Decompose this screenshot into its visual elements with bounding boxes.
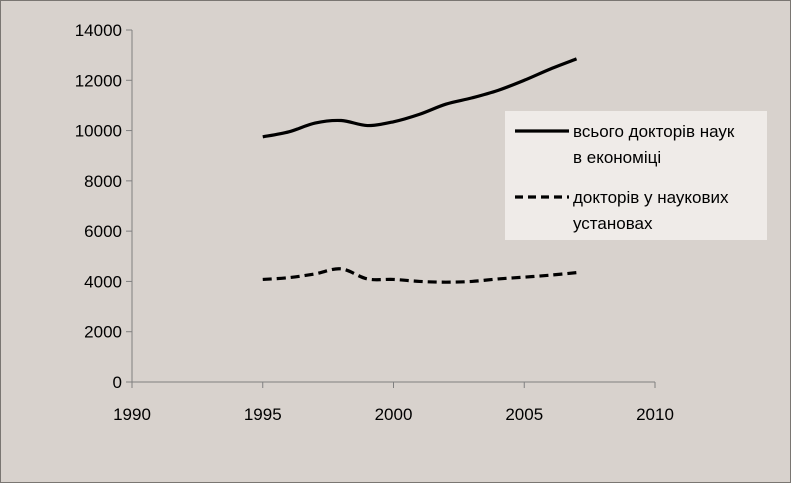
y-tick-label: 2000	[84, 323, 122, 342]
series-line-solid	[262, 57, 578, 139]
legend-label-1-line-2: установах	[573, 214, 653, 233]
x-tick-label: 2000	[375, 405, 413, 424]
axes: 0 2000 4000 6000 8000 10000 12000 14000 1990 1995…	[75, 21, 674, 424]
series-layer	[262, 57, 578, 284]
y-tick-label: 6000	[84, 222, 122, 241]
y-tick-label: 12000	[75, 71, 122, 90]
x-tick-label: 1990	[113, 405, 151, 424]
y-tick-label: 10000	[75, 122, 122, 141]
legend-label-1-line-1: докторів у наукових	[573, 188, 729, 207]
y-tick-label: 4000	[84, 272, 122, 291]
x-tick-label: 2005	[505, 405, 543, 424]
series-line-dashed	[262, 267, 577, 284]
legend: всього докторів наук в економіці докторі…	[505, 111, 767, 240]
legend-label-0-line-2: в економіці	[573, 148, 661, 167]
x-tick-label: 2010	[636, 405, 674, 424]
legend-label-0-line-1: всього докторів наук	[573, 122, 735, 141]
y-tick-label: 14000	[75, 21, 122, 40]
x-tick-label: 1995	[244, 405, 282, 424]
y-tick-label: 8000	[84, 172, 122, 191]
y-tick-label: 0	[113, 373, 122, 392]
